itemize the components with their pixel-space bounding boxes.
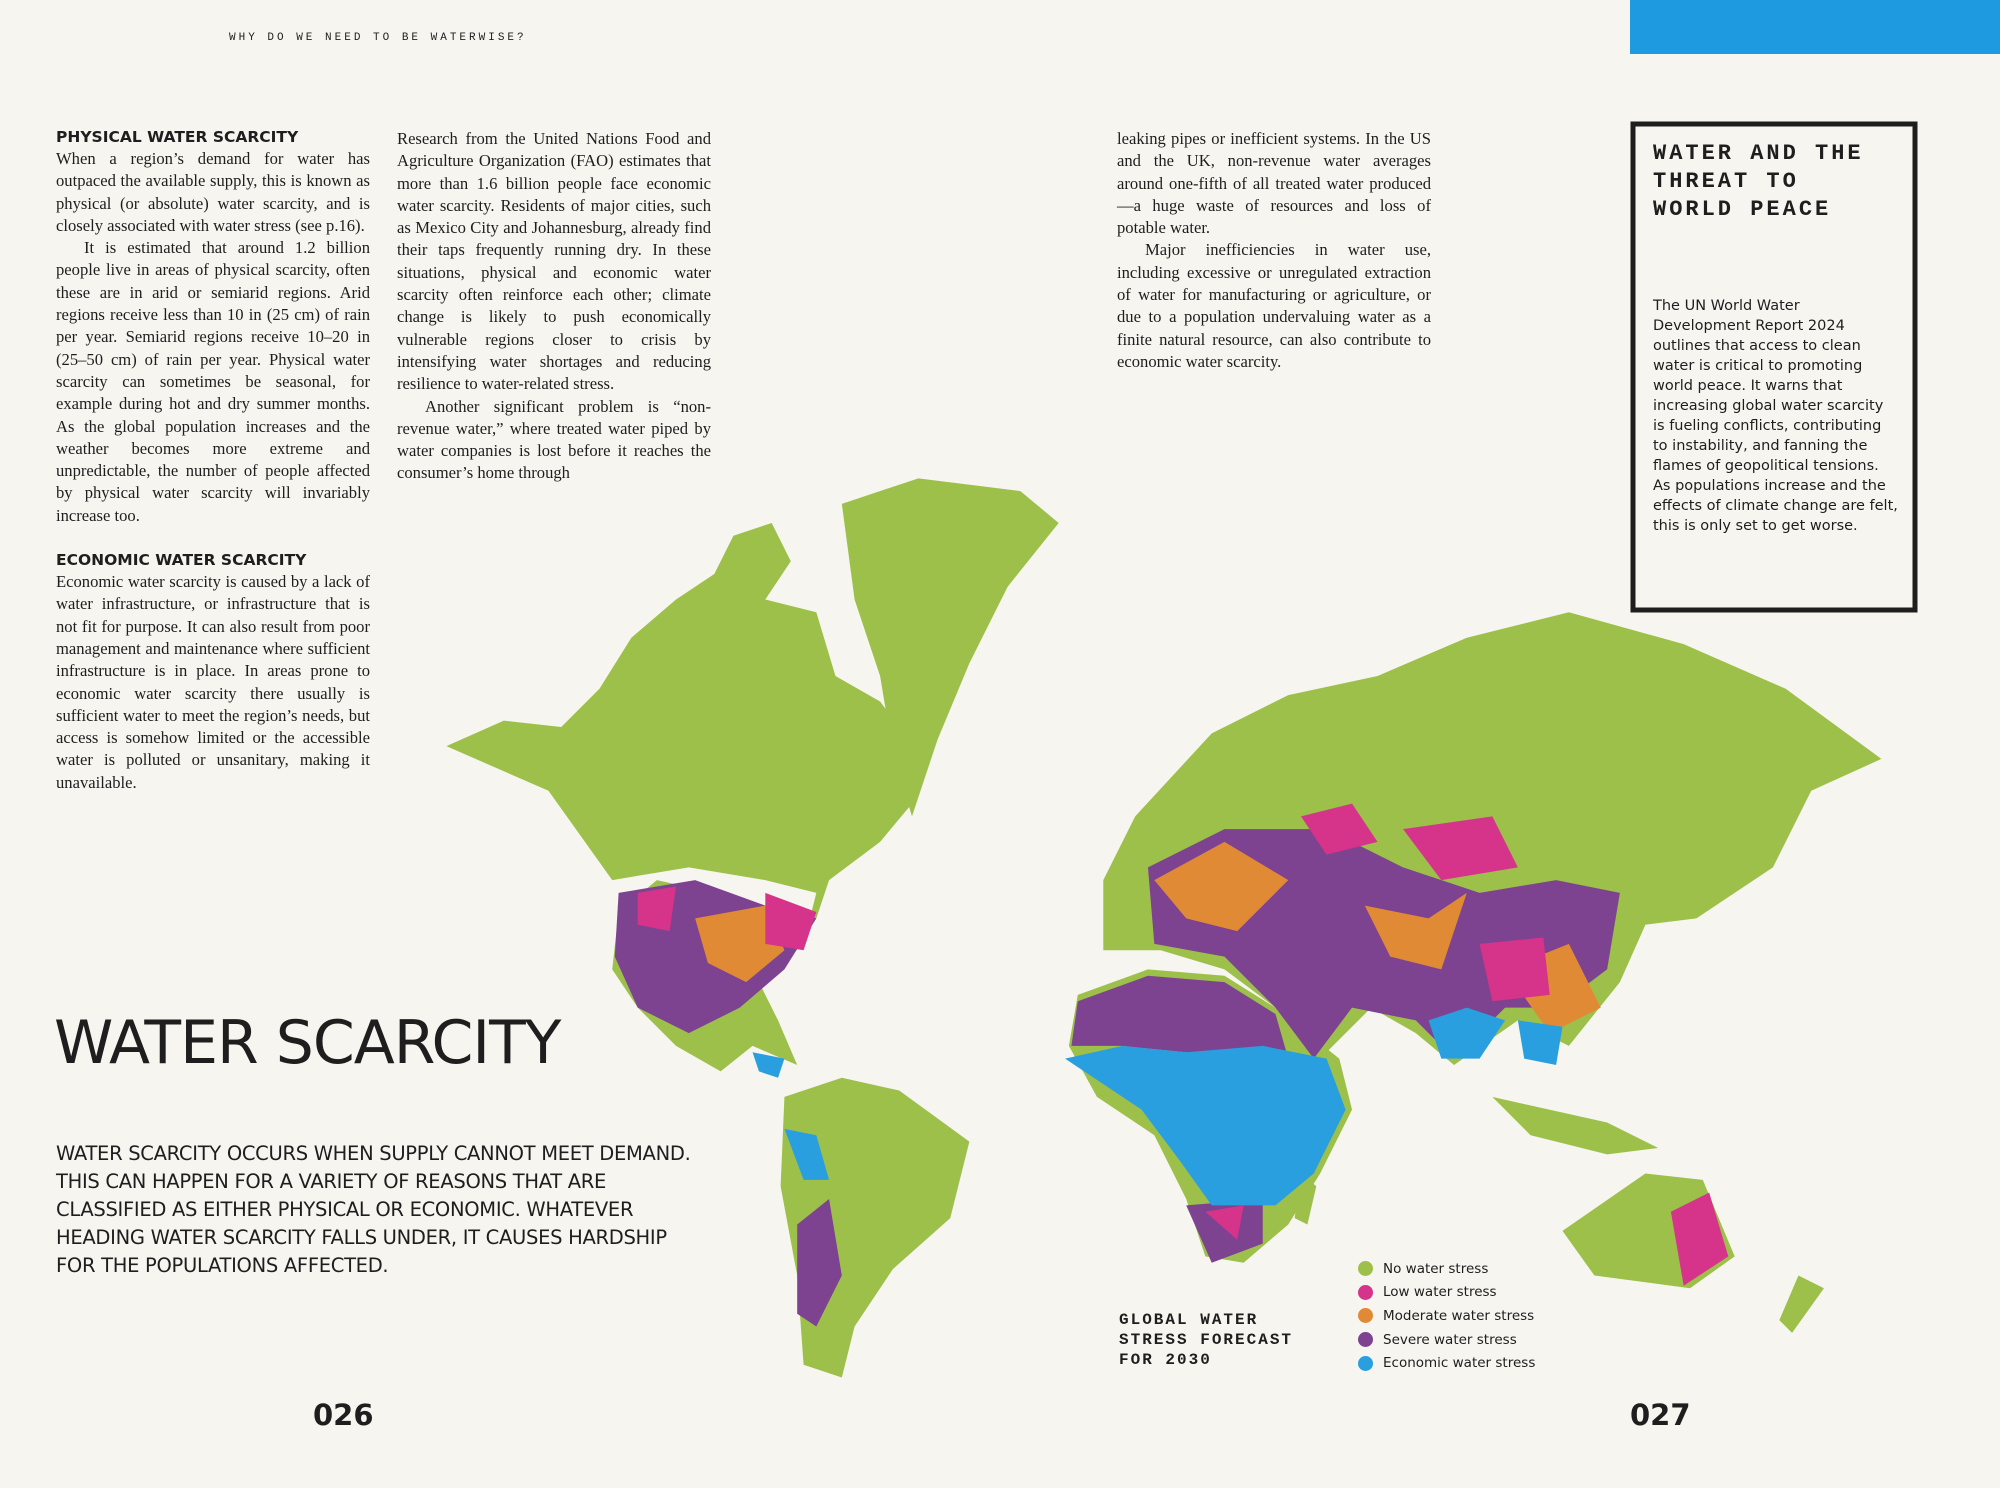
map-caption: GLOBAL WATER STRESS FORECAST FOR 2030 — [1119, 1311, 1294, 1369]
legend-item: Moderate water stress — [1358, 1304, 1535, 1328]
header-bar — [1630, 0, 2000, 54]
paragraph: Another significant problem is “non-reve… — [397, 396, 711, 483]
madagascar — [1294, 1173, 1317, 1225]
legend-swatch — [1358, 1308, 1373, 1324]
paragraph: It is estimated that around 1.2 billion … — [56, 238, 370, 525]
page-number: 026 — [313, 1398, 374, 1432]
heading: PHYSICAL WATER SCARCITY — [56, 128, 299, 146]
paragraph: Research from the United Nations Food an… — [397, 129, 711, 394]
legend-item: Severe water stress — [1358, 1328, 1535, 1352]
legend-item: Low water stress — [1358, 1281, 1535, 1305]
sidebar-box — [1630, 121, 1918, 613]
running-header: WHY DO WE NEED TO BE WATERWISE? — [229, 32, 527, 44]
sidebar-title: WATER AND THE THREAT TO WORLD PEACE — [1653, 141, 1864, 222]
map-legend: No water stress Low water stress Moderate … — [1358, 1257, 1535, 1375]
new-zealand — [1779, 1275, 1824, 1333]
legend-label: No water stress — [1383, 1260, 1489, 1277]
sidebar-body: The UN World Water Development Report 20… — [1653, 298, 1898, 534]
legend-label: Severe water stress — [1383, 1331, 1517, 1348]
legend-label: Economic water stress — [1383, 1355, 1536, 1372]
paragraph: leaking pipes or inefficient systems. In… — [1117, 129, 1431, 238]
column: leaking pipes or inefficient systems. In… — [1117, 128, 1431, 373]
legend-label: Low water stress — [1383, 1284, 1497, 1301]
intro: WATER SCARCITY OCCURS WHEN SUPPLY CANNOT… — [56, 1142, 691, 1277]
legend-swatch — [1358, 1261, 1373, 1277]
paragraph: When a region’s demand for water has out… — [56, 149, 370, 235]
page-title: WATER SCARCITY — [54, 1008, 561, 1078]
paragraph: Major inefficiencies in water use, inclu… — [1117, 240, 1431, 371]
page-number: 027 — [1630, 1398, 1691, 1432]
column: PHYSICAL WATER SCARCITY When a region’s … — [56, 126, 370, 794]
indonesia — [1492, 1096, 1659, 1155]
paragraph: Economic water scarcity is caused by a l… — [56, 572, 370, 792]
legend-label: Moderate water stress — [1383, 1307, 1535, 1324]
greenland — [841, 478, 1059, 817]
legend-swatch — [1358, 1355, 1373, 1371]
legend-item: Economic water stress — [1358, 1351, 1535, 1375]
legend-item: No water stress — [1358, 1257, 1535, 1281]
column: Research from the United Nations Food an… — [397, 128, 711, 485]
legend-swatch — [1358, 1332, 1373, 1348]
legend-swatch — [1358, 1284, 1373, 1300]
heading: ECONOMIC WATER SCARCITY — [56, 551, 307, 570]
